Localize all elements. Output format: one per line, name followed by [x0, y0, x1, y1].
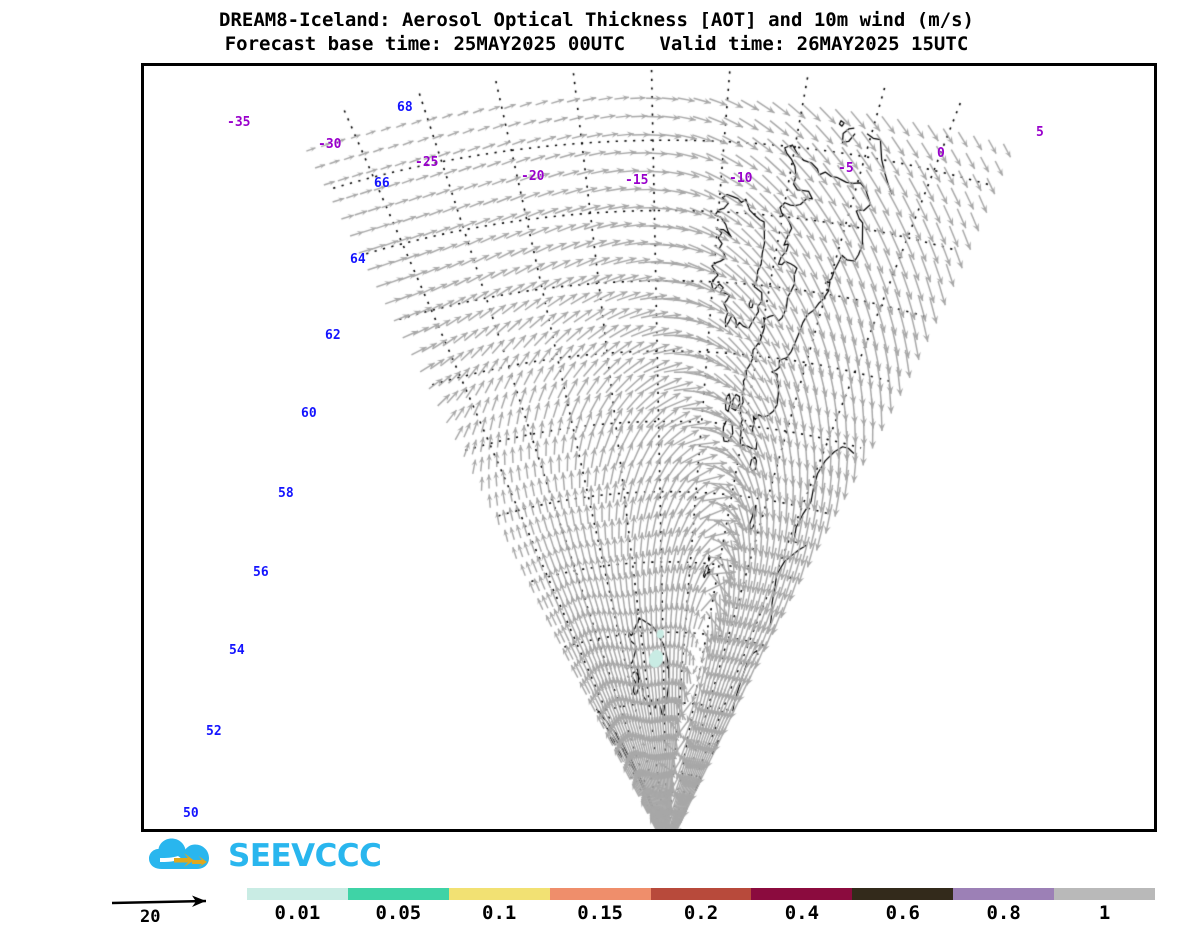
logo-text: SEEVCCC: [228, 838, 382, 874]
colorbar-segment: [347, 888, 449, 900]
colorbar-segment: [1054, 888, 1156, 900]
chart-title-line-1: DREAM8-Iceland: Aerosol Optical Thicknes…: [219, 9, 974, 31]
colorbar-tick: 0.4: [784, 902, 820, 924]
wind-scale-key: 20: [110, 893, 220, 927]
colorbar-tick: 0.8: [986, 902, 1021, 924]
colorbar-tick: 0.15: [577, 902, 623, 924]
wind-arrow-icon: [111, 895, 207, 907]
colorbar-segment: [448, 888, 550, 900]
map-panel: 68 66 64 62 60 58 56 54 52 50 -35 -30 -25 -20 -15 -10 -5…: [141, 63, 1157, 832]
colorbar-segment: [247, 888, 348, 900]
wind-scale-value: 20: [140, 907, 161, 927]
colorbar-segment: [549, 888, 651, 900]
colorbar-tick: 0.2: [683, 902, 719, 924]
colorbar-tick: 1: [1098, 902, 1111, 924]
colorbar: [247, 888, 1156, 900]
colorbar-tick: 0.01: [274, 902, 321, 924]
cloud-icon: [149, 838, 209, 869]
seevccc-logo: SEEVCCC: [148, 836, 382, 876]
colorbar-segment: [852, 888, 954, 900]
colorbar-tick: 0.05: [375, 902, 422, 924]
colorbar-tick-labels: 0.01 0.05 0.1 0.15 0.2 0.4 0.6 0.8 1: [247, 902, 1155, 926]
chart-title-block: DREAM8-Iceland: Aerosol Optical Thicknes…: [0, 8, 1193, 56]
colorbar-tick: 0.1: [482, 902, 517, 924]
map-canvas: [144, 66, 1154, 829]
colorbar-tick: 0.6: [885, 902, 920, 924]
chart-title-line-2: Forecast base time: 25MAY2025 00UTC Vali…: [224, 33, 969, 55]
colorbar-segment: [650, 888, 752, 900]
colorbar-segment: [953, 888, 1055, 900]
colorbar-segment: [751, 888, 853, 900]
